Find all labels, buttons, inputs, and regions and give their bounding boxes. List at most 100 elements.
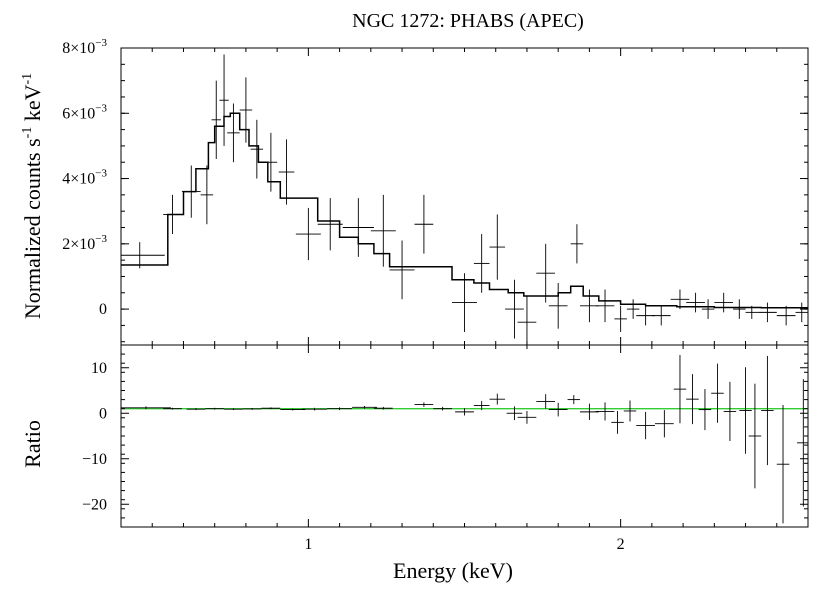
data-point: [626, 299, 640, 319]
ratio-point: [673, 355, 687, 424]
ratio-point: [506, 406, 523, 421]
y-tick-exponent: −3: [95, 168, 107, 180]
ratio-point: [567, 395, 581, 405]
ratio-point: [654, 410, 674, 438]
y-tick-label: 10: [91, 360, 107, 377]
ratio-point: [723, 381, 737, 442]
y-label-text: Normalized counts s: [20, 138, 45, 319]
spectrum-y-ticks: 8×10−3 6×10−3 4×10−3 2×10−3 0: [62, 37, 808, 343]
chart-title: NGC 1272: PHABS (APEC): [352, 10, 584, 32]
ratio-point: [797, 379, 808, 507]
data-point: [701, 299, 715, 319]
ratio-point: [433, 406, 453, 411]
ratio-point: [776, 405, 790, 524]
ratio-point: [580, 403, 599, 421]
data-point: [595, 289, 615, 323]
y-label-superscript: -1: [20, 73, 35, 85]
ratio-point: [327, 407, 353, 411]
ratio-point: [414, 402, 434, 407]
y-label-superscript: -1: [20, 127, 35, 139]
ratio-point: [205, 407, 225, 410]
y-tick-label: −20: [82, 496, 107, 513]
data-point: [670, 289, 690, 310]
data-point: [733, 299, 746, 319]
data-point: [776, 305, 796, 326]
data-point: [758, 302, 777, 323]
data-point: [745, 305, 759, 319]
data-point: [536, 243, 556, 303]
data-point: [389, 240, 415, 300]
ratio-data-points: [121, 355, 808, 524]
data-point: [200, 165, 214, 225]
ratio-point: [761, 355, 774, 466]
y-tick-label: 0: [99, 301, 107, 318]
data-point: [714, 292, 734, 313]
ratio-y-ticks: 10 0 −10 −20: [82, 344, 808, 528]
data-point: [317, 198, 343, 251]
ratio-point: [473, 400, 490, 411]
y-tick-exponent: −3: [95, 37, 107, 49]
ratio-point: [686, 374, 699, 425]
data-point: [211, 80, 221, 159]
ratio-point: [280, 408, 306, 411]
y-tick-exponent: −3: [95, 233, 107, 245]
x-tick-label: 1: [304, 536, 312, 553]
ratio-point: [595, 402, 615, 421]
data-point: [250, 119, 264, 179]
data-point: [505, 279, 524, 339]
data-point: [278, 139, 295, 205]
data-point: [342, 198, 374, 257]
spectrum-data-points: [121, 54, 808, 345]
ratio-point: [698, 389, 712, 431]
ratio-point: [623, 400, 637, 422]
data-point: [370, 194, 396, 267]
data-point: [181, 165, 201, 218]
ratio-point: [224, 408, 243, 411]
data-point: [570, 224, 584, 264]
y-tick-exponent: −3: [95, 102, 107, 114]
data-point: [795, 302, 808, 323]
ratio-point: [261, 407, 281, 410]
ratio-point: [489, 393, 506, 405]
ratio-point: [302, 407, 328, 411]
ratio-point: [352, 405, 378, 409]
ratio-y-axis-label: Ratio: [20, 420, 45, 468]
data-point: [239, 77, 253, 143]
ratio-point: [748, 383, 762, 489]
y-tick-label: 6×10−3: [62, 102, 107, 122]
ratio-point: [163, 407, 182, 410]
ratio-point: [121, 406, 171, 410]
data-point: [121, 242, 165, 269]
ratio-point: [536, 394, 556, 409]
data-point: [517, 296, 537, 345]
x-axis-label: Energy (keV): [393, 558, 513, 583]
data-point: [219, 54, 229, 146]
data-point: [651, 305, 671, 326]
data-point: [295, 207, 321, 261]
ratio-point: [711, 363, 724, 423]
data-point: [686, 292, 705, 313]
y-tick-label: −10: [82, 451, 107, 468]
data-point: [452, 273, 477, 332]
x-tick-label: 2: [617, 536, 625, 553]
data-point: [414, 194, 434, 254]
data-point: [548, 282, 568, 329]
ratio-panel-frame: [120, 344, 809, 528]
y-label-text: keV: [20, 84, 45, 126]
y-tick-label: 8×10−3: [62, 37, 107, 57]
ratio-point: [186, 408, 206, 411]
spectrum-y-axis-label: Normalized counts s-1 keV-1: [20, 73, 45, 319]
spectrum-x-ticks: [151, 48, 809, 345]
data-point: [227, 103, 240, 163]
ratio-point: [517, 410, 537, 424]
y-tick-label: 4×10−3: [62, 168, 107, 188]
ratio-point: [611, 410, 624, 434]
data-point: [489, 214, 506, 280]
data-point: [264, 132, 278, 192]
data-point: [473, 234, 490, 293]
ratio-point: [373, 406, 393, 410]
ratio-point: [636, 411, 655, 440]
